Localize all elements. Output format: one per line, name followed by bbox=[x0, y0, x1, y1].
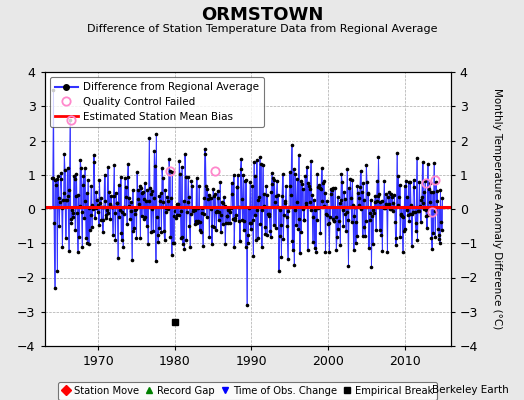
Text: ORMSTOWN: ORMSTOWN bbox=[201, 6, 323, 24]
Legend: Station Move, Record Gap, Time of Obs. Change, Empirical Break: Station Move, Record Gap, Time of Obs. C… bbox=[58, 382, 437, 400]
Text: Difference of Station Temperature Data from Regional Average: Difference of Station Temperature Data f… bbox=[87, 24, 437, 34]
Text: Berkeley Earth: Berkeley Earth bbox=[432, 385, 508, 395]
Y-axis label: Monthly Temperature Anomaly Difference (°C): Monthly Temperature Anomaly Difference (… bbox=[492, 88, 502, 330]
